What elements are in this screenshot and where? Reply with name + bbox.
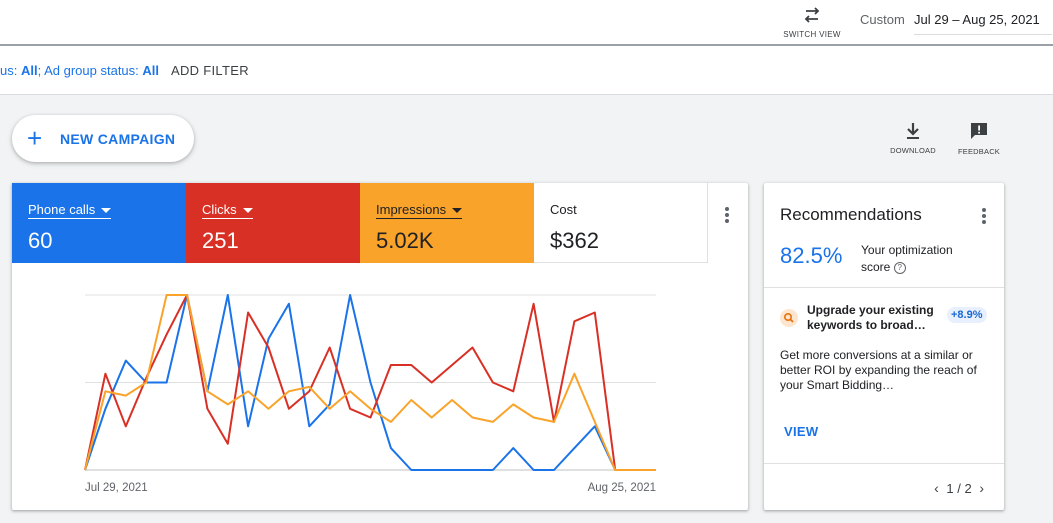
recommendation-description: Get more conversions at a similar or bet… [780, 348, 977, 392]
metric-name: Cost [550, 202, 577, 217]
optimization-score-text: Your optimization score [861, 243, 953, 274]
metric-tile-phone-calls[interactable]: Phone calls 60 [12, 183, 186, 263]
recommendations-title: Recommendations [780, 205, 922, 224]
recommendation-pager: ‹ 1 / 2 › [930, 480, 988, 496]
switch-view-label: SWITCH VIEW [783, 30, 841, 39]
recommendation-heading: Upgrade your existing keywords to broad… [807, 303, 934, 332]
help-icon[interactable]: ? [893, 261, 906, 274]
metric-name: Impressions [376, 202, 447, 217]
recommendations-card: Recommendations 82.5% Your optimization … [764, 183, 1004, 510]
metric-selector-clicks[interactable]: Clicks [202, 202, 253, 219]
metric-name: Clicks [202, 202, 237, 217]
metric-tile-cost[interactable]: Cost $362 [534, 183, 708, 263]
search-keyword-icon [780, 309, 798, 327]
page-indicator: 1 / 2 [946, 481, 972, 496]
view-recommendation-button[interactable]: VIEW [784, 424, 819, 439]
metric-value: 5.02K [376, 228, 434, 253]
metric-selector-impressions[interactable]: Impressions [376, 202, 463, 219]
divider [764, 287, 1004, 288]
dropdown-caret-icon [452, 208, 463, 214]
date-range-picker[interactable]: Jul 29 – Aug 25, 2021 [914, 12, 1052, 35]
feedback-button[interactable]: FEEDBACK [955, 122, 1003, 156]
next-page-icon[interactable]: › [979, 480, 984, 496]
metric-tile-impressions[interactable]: Impressions 5.02K [360, 183, 534, 263]
optimization-score-label: Your optimization score ? [861, 242, 981, 276]
metric-tile-clicks[interactable]: Clicks 251 [186, 183, 360, 263]
download-icon [907, 123, 919, 139]
download-label: DOWNLOAD [890, 146, 936, 155]
filter-prefix: us: [0, 63, 21, 78]
filter-bar: us: All; Ad group status: All ADD FILTER [0, 46, 1053, 95]
new-campaign-label: NEW CAMPAIGN [60, 131, 176, 147]
line-chart: Jul 29, 2021 Aug 25, 2021 [84, 294, 656, 494]
metric-name: Phone calls [28, 202, 96, 217]
metric-value: 60 [28, 228, 53, 253]
dropdown-caret-icon [101, 208, 112, 214]
dropdown-caret-icon [242, 208, 253, 214]
metric-value: $362 [550, 228, 599, 253]
add-filter-button[interactable]: ADD FILTER [171, 63, 249, 78]
plus-icon: + [27, 123, 43, 153]
top-bar: SWITCH VIEW Custom Jul 29 – Aug 25, 2021 [0, 0, 1053, 46]
active-filters[interactable]: us: All; Ad group status: All [0, 63, 159, 78]
series-line-impressions[interactable] [84, 294, 656, 471]
divider [764, 463, 1004, 464]
series-line-phone-calls[interactable] [84, 294, 656, 471]
recommendations-more-options-icon[interactable] [982, 208, 986, 226]
switch-view-icon [804, 7, 820, 23]
ad-group-status-value: All [142, 63, 160, 78]
download-button[interactable]: DOWNLOAD [889, 122, 937, 155]
previous-page-icon[interactable]: ‹ [934, 480, 939, 496]
switch-view-button[interactable]: SWITCH VIEW [782, 4, 842, 44]
new-campaign-button[interactable]: + NEW CAMPAIGN [12, 115, 194, 162]
feedback-label: FEEDBACK [957, 147, 1001, 156]
performance-chart-card: Phone calls 60 Clicks 251 Impressions 5.… [12, 183, 748, 510]
campaign-status-value: All [20, 63, 38, 78]
x-axis-start-label: Jul 29, 2021 [85, 482, 148, 494]
optimization-score: 82.5% [780, 243, 843, 268]
x-axis-end-label: Aug 25, 2021 [588, 482, 656, 494]
feedback-icon [971, 123, 987, 139]
recommendation-uplift-badge: +8.9% [947, 307, 987, 323]
metric-value: 251 [202, 228, 239, 253]
chart-more-options-icon[interactable] [725, 207, 729, 225]
filter-separator: ; Ad group status: [37, 63, 143, 78]
series-line-clicks[interactable] [84, 294, 656, 471]
metric-selector-phone-calls[interactable]: Phone calls [28, 202, 112, 219]
date-range-type: Custom [860, 12, 905, 27]
